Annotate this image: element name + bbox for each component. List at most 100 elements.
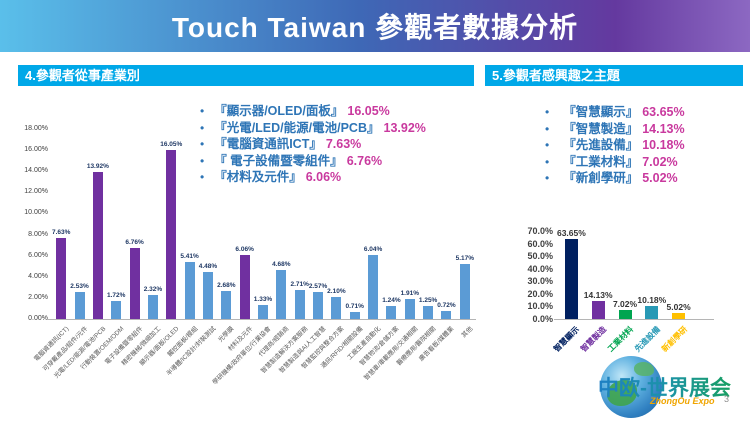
bar: [276, 269, 287, 319]
bullet-icon: •: [200, 137, 205, 151]
list-item: • 『工業材料』 7.02%: [545, 151, 685, 169]
bar-value-label: 16.05%: [160, 140, 183, 148]
bar-value-label: 1.25%: [418, 296, 438, 304]
bar: [404, 298, 415, 319]
bullet-label: 『新創學研』: [563, 171, 639, 185]
list-item: • 『 電子設備暨零組件』 6.76%: [200, 150, 426, 168]
bullet-icon: •: [200, 120, 205, 135]
category-label: 代理商/經銷商: [257, 325, 291, 359]
bar-value-label: 6.06%: [235, 246, 254, 254]
bar: [313, 291, 324, 319]
category-label: 先進設備: [632, 324, 662, 354]
bar: [202, 271, 213, 319]
category-label: 可穿戴產品/組件/元件: [41, 325, 89, 373]
y-axis-tick: 10.0%: [527, 301, 553, 312]
bullet-icon: •: [545, 171, 550, 185]
bar-value-label: 2.57%: [308, 282, 328, 290]
bullet-label: 『工業材料』: [563, 154, 639, 169]
category-label: 光學膜: [217, 325, 236, 344]
y-axis-tick: 30.0%: [527, 276, 553, 287]
y-axis-tick: 0.00%: [28, 315, 48, 322]
bar: [459, 264, 470, 319]
category-label: 觸控面板/模組: [166, 325, 199, 359]
y-axis-tick: 10.00%: [24, 209, 48, 217]
bar: [386, 305, 397, 319]
bar: [166, 149, 177, 319]
category-label: 半導體/IC設計/封裝測試: [165, 325, 218, 378]
list-item: • 『智慧製造』 14.13%: [545, 118, 685, 136]
category-label: 精密機械/微細加工: [120, 325, 163, 368]
bar-value-label: 6.04%: [363, 246, 383, 254]
category-label: 智慧顯示: [552, 324, 582, 354]
category-label: 新創學研: [659, 324, 689, 354]
y-axis-tick: 12.00%: [24, 188, 48, 196]
section-header-industry-label: 4.參觀者從事產業別: [25, 68, 140, 83]
page-number: 3: [724, 394, 730, 404]
bullet-label: 『光電/LED/能源/電池/PCB』: [214, 120, 380, 135]
category-label: 智慧製造與AI人工智慧: [278, 325, 328, 375]
category-label: 智慧製造解決方案服務: [259, 325, 310, 375]
topics-highlights-list: • 『智慧顯示』 63.65% • 『智慧製造』 14.13% • 『先進設備』 10.18% •…: [545, 101, 685, 185]
y-axis-tick: 0.0%: [532, 314, 553, 324]
bullet-icon: •: [200, 104, 205, 118]
bullet-icon: •: [545, 121, 550, 136]
bullet-label: 『先進設備』: [563, 138, 639, 152]
bar-value-label: 1.33%: [253, 295, 273, 303]
bar: [221, 290, 232, 319]
bar: [56, 238, 67, 319]
bullet-icon: •: [200, 153, 205, 168]
bar-value-label: 13.92%: [86, 163, 109, 171]
category-label: 顯示器/面板/OLED: [138, 325, 181, 368]
y-axis-tick: 16.00%: [24, 146, 48, 154]
bar: [258, 304, 268, 319]
bar-value-label: 5.17%: [455, 255, 475, 263]
y-axis-tick: 50.0%: [527, 251, 553, 262]
x-axis-line: [554, 319, 714, 320]
bullet-label: 『 電子設備暨零組件』: [214, 153, 343, 168]
bar-value-label: 4.48%: [198, 262, 218, 270]
y-axis-tick: 2.00%: [28, 293, 48, 301]
y-axis-tick: 4.00%: [28, 272, 48, 280]
bar: [239, 255, 250, 319]
globe-icon: [600, 356, 662, 418]
list-item: • 『新創學研』 5.02%: [545, 167, 685, 185]
bar-value-label: 1.72%: [106, 291, 126, 299]
bar: [441, 311, 452, 319]
bar-value-label: 14.13%: [583, 290, 613, 301]
list-item: • 『光電/LED/能源/電池/PCB』 13.92%: [200, 117, 426, 135]
category-label: 行動裝置/OEM/ODM: [79, 325, 126, 372]
bar: [74, 292, 85, 319]
bar-value-label: 0.71%: [345, 302, 364, 310]
bar: [645, 306, 659, 319]
category-label: 電子設備暨零組件: [103, 325, 144, 366]
bar-value-label: 1.24%: [382, 296, 401, 304]
bullet-value: 7.02%: [642, 154, 678, 169]
bar-value-label: 2.71%: [290, 281, 309, 289]
bar-value-label: 6.76%: [125, 238, 144, 246]
bar-value-label: 7.63%: [51, 229, 71, 237]
y-axis-tick: 40.0%: [527, 263, 553, 274]
bar-value-label: 0.72%: [437, 302, 456, 310]
bullet-icon: •: [545, 105, 550, 119]
category-label: 學研機構/政府單位/行業協會: [211, 325, 273, 387]
bullet-label: 『智慧顯示』: [563, 105, 639, 119]
category-label: 材料及元件: [226, 325, 255, 353]
title-bar: Touch Taiwan 參觀者數據分析: [0, 0, 750, 52]
bar: [349, 311, 360, 319]
bar-value-label: 10.18%: [637, 295, 667, 306]
section-header-topics-label: 5.參觀者感興趣之主題: [492, 68, 620, 83]
list-item: • 『顯示器/OLED/面板』 16.05%: [200, 100, 426, 118]
page-title: Touch Taiwan 參觀者數據分析: [171, 12, 579, 43]
zhongou-expo-logo: 中欧-世界展会 ZhongOu Expo: [592, 352, 750, 421]
bar: [129, 247, 140, 319]
bar: [331, 296, 342, 319]
list-item: • 『先進設備』 10.18%: [545, 134, 685, 152]
bullet-value: 16.05%: [347, 104, 390, 118]
bar-value-label: 5.02%: [666, 301, 691, 312]
x-axis-line: [48, 319, 476, 320]
bar: [672, 312, 686, 319]
bar-value-label: 4.68%: [272, 260, 291, 268]
category-label: 電腦資通訊(ICT): [33, 325, 71, 363]
list-item: • 『材料及元件』 6.06%: [200, 166, 426, 184]
